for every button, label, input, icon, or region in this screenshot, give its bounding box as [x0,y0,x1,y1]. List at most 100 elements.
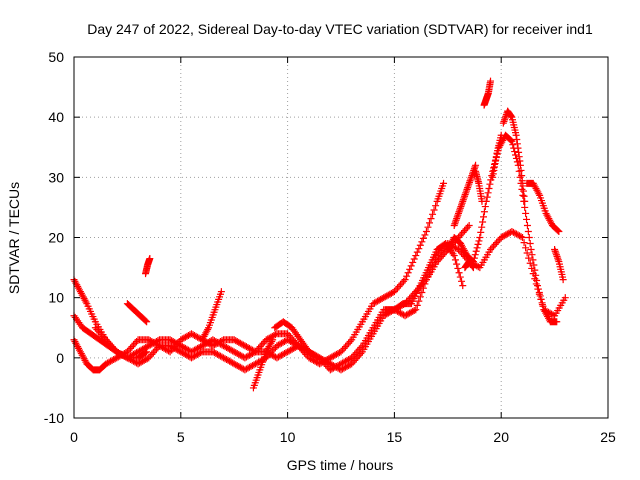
data-point [337,348,345,356]
data-point [491,240,499,248]
data-point [136,347,144,355]
data-point [458,230,466,238]
data-point [323,362,331,370]
data-point [209,342,217,350]
data-point [258,341,266,349]
data-point [210,341,218,349]
x-tick-label: 10 [280,429,296,445]
data-point [235,362,243,370]
data-point [166,348,174,356]
data-point [412,288,420,296]
data-point [249,362,257,370]
data-point [329,364,337,372]
series-track-h [249,336,277,392]
data-point [519,191,527,199]
data-point [523,249,531,257]
data-point [197,343,205,351]
data-point [415,245,423,253]
data-point [469,264,477,272]
data-point [328,353,336,361]
data-point [450,252,458,260]
data-point [456,232,464,240]
data-point [555,227,563,235]
data-point [194,333,202,341]
data-point [223,344,231,352]
data-point [469,263,477,271]
data-point [322,361,330,369]
data-point [198,342,206,350]
data-point [213,339,221,347]
data-point [538,299,546,307]
data-point [415,297,423,305]
data-point [215,351,223,359]
data-point [507,111,515,119]
data-point [413,301,421,309]
data-point [305,354,313,362]
data-point [235,350,243,358]
data-point [308,356,316,364]
data-point [397,281,405,289]
data-point [269,336,277,344]
data-point [451,220,459,228]
data-point [339,365,347,373]
data-point [162,345,170,353]
data-point [471,251,479,259]
data-point [424,223,432,231]
data-point [421,231,429,239]
data-point [522,244,530,252]
data-point [273,354,281,362]
data-point [194,344,202,352]
data-point [149,349,157,357]
data-point [143,348,151,356]
data-point [456,273,464,281]
data-point [459,282,467,290]
data-point [419,234,427,242]
data-point [337,360,345,368]
data-point [210,349,218,357]
data-point [521,197,529,205]
data-point [334,362,342,370]
data-point [519,187,527,195]
data-point [194,350,202,358]
data-point [464,223,472,231]
y-tick-label: 20 [48,230,64,246]
data-point [515,153,523,161]
data-point [410,307,418,315]
data-point [406,265,414,273]
data-point [453,213,461,221]
data-point [518,177,526,185]
data-point [177,348,185,356]
data-point [406,309,414,317]
y-tick-label: 50 [48,49,64,65]
data-point [126,344,134,352]
data-point [400,277,408,285]
data-point [245,344,253,352]
data-point [218,353,226,361]
data-point [355,345,363,353]
series-track-o [489,131,505,181]
data-point [192,332,200,340]
data-point [509,228,517,236]
data-point [229,347,237,355]
data-point [215,338,223,346]
data-point [537,295,545,303]
data-point [529,256,537,264]
data-point [340,358,348,366]
data-point [525,234,533,241]
data-point [306,355,314,363]
data-point [238,364,246,372]
data-point [93,325,101,333]
data-point [422,227,430,235]
data-point [490,166,498,174]
data-point [395,282,403,290]
data-point [221,343,229,351]
data-point [152,340,160,348]
data-point [523,215,531,223]
data-point [467,175,475,183]
data-point [244,352,252,360]
data-point [284,330,292,338]
data-point [380,312,388,320]
data-point [424,272,432,280]
data-point [466,177,474,185]
data-point [137,346,145,354]
